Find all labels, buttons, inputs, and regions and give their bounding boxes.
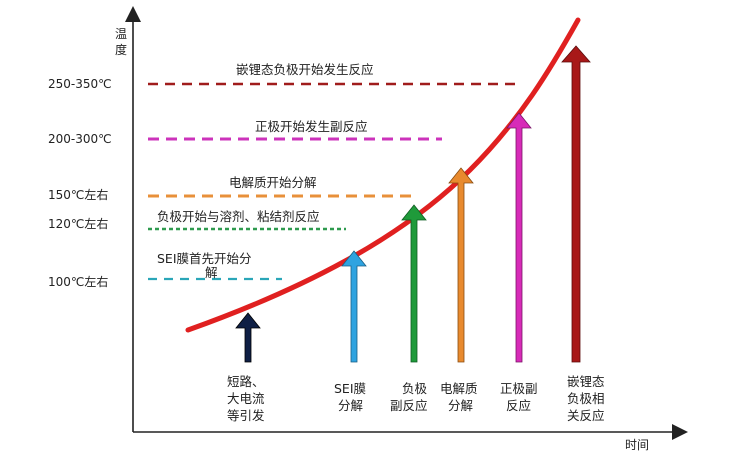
arrow-label-neg-1: 负极 [402, 381, 428, 396]
arrow-label-short-1: 短路、 [227, 374, 265, 389]
arrow-label-short-3: 等引发 [227, 408, 265, 423]
arrow-positive-side [506, 112, 532, 363]
tick-100: 100℃左右 [48, 274, 108, 289]
temperature-curve [185, 17, 581, 333]
arrow-electrolyte-decomp [448, 167, 474, 363]
tick-120: 120℃左右 [48, 216, 108, 231]
arrow-label-positive-1: 正极副 [500, 381, 538, 396]
arrow-label-lithiated-1: 嵌锂态 [567, 374, 605, 389]
level-label-positive: 正极开始发生副反应 [255, 119, 368, 134]
arrow-label-lithiated-3: 关反应 [567, 408, 605, 423]
arrow-lithiated-neg-rxn [561, 45, 591, 363]
tick-250-350: 250-350℃ [48, 77, 112, 91]
arrow-short-circuit [235, 312, 261, 363]
level-label-lithiated-neg: 嵌锂态负极开始发生反应 [236, 62, 374, 77]
arrow-label-short-2: 大电流 [227, 391, 265, 406]
arrow-label-neg-2: 副反应 [390, 398, 428, 413]
tick-200-300: 200-300℃ [48, 132, 112, 146]
level-label-sei-2: 解 [205, 265, 218, 280]
arrow-neg-side [401, 204, 427, 363]
y-axis-title-1: 温 [115, 27, 127, 41]
arrow-label-electrolyte-1: 电解质 [440, 381, 478, 396]
tick-150: 150℃左右 [48, 187, 108, 202]
arrow-label-sei-1: SEI膜 [334, 381, 366, 396]
x-axis-title: 时间 [625, 438, 649, 452]
y-axis-title-2: 度 [115, 42, 127, 57]
arrow-sei-decomp [341, 250, 367, 363]
arrow-label-lithiated-2: 负极相 [567, 391, 605, 406]
arrow-label-sei-2: 分解 [338, 398, 363, 413]
level-label-sei-1: SEI膜首先开始分 [157, 251, 252, 266]
arrow-label-electrolyte-2: 分解 [448, 398, 473, 413]
arrow-label-positive-2: 反应 [506, 398, 531, 413]
level-label-neg-solvent: 负极开始与溶剂、粘结剂反应 [157, 209, 320, 224]
level-label-electrolyte: 电解质开始分解 [229, 175, 317, 190]
arrow-group [235, 45, 591, 363]
